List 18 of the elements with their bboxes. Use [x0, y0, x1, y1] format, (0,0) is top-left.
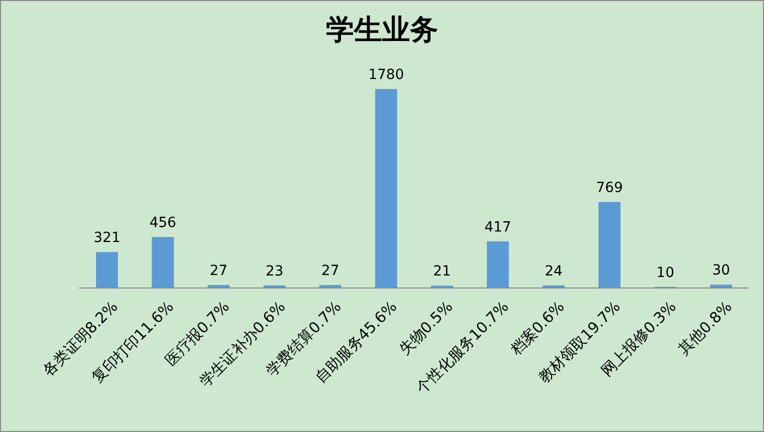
bar: [486, 241, 509, 288]
data-label: 27: [321, 262, 340, 279]
data-label: 30: [712, 262, 730, 279]
data-label: 27: [210, 262, 228, 279]
data-label: 769: [596, 180, 623, 196]
data-label: 10: [656, 264, 674, 281]
bar: [598, 202, 620, 288]
data-label: 23: [266, 263, 284, 280]
chart-title: 学生业务: [325, 12, 439, 48]
data-label: 456: [149, 215, 176, 232]
data-label: 24: [544, 263, 563, 280]
data-label: 417: [484, 219, 512, 236]
bar: [96, 252, 118, 288]
bar: [375, 89, 398, 288]
bar: [152, 237, 174, 288]
data-label: 21: [433, 264, 451, 280]
data-label: 321: [94, 230, 120, 246]
data-label: 1780: [368, 67, 404, 83]
